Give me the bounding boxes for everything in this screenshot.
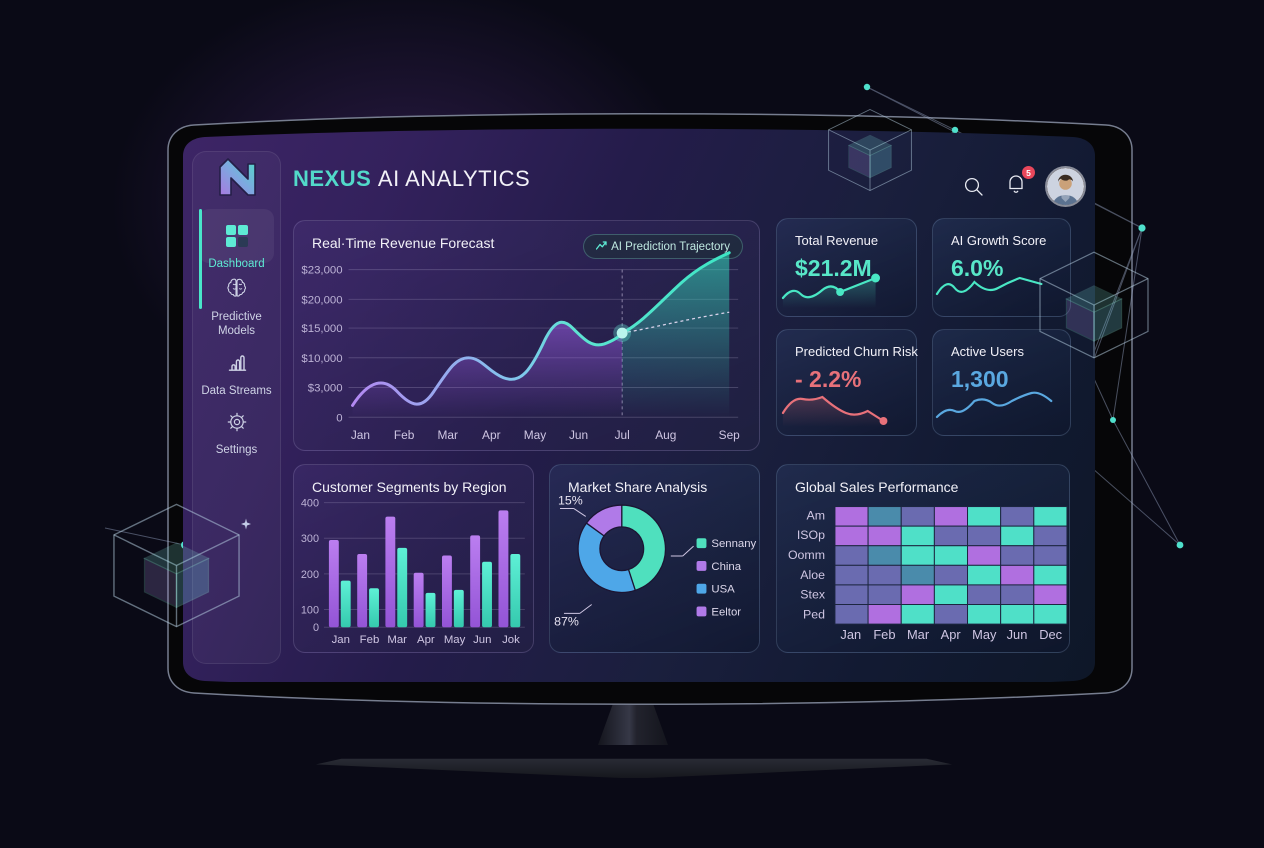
svg-text:200: 200 bbox=[301, 569, 319, 581]
svg-text:Mar: Mar bbox=[437, 428, 457, 442]
svg-text:Feb: Feb bbox=[360, 634, 380, 646]
svg-text:300: 300 bbox=[301, 533, 319, 545]
svg-text:Ped: Ped bbox=[803, 607, 825, 621]
svg-text:Eeltor: Eeltor bbox=[711, 606, 741, 618]
svg-text:Jan: Jan bbox=[351, 428, 370, 442]
svg-text:Aug: Aug bbox=[655, 428, 676, 442]
svg-text:ISOp: ISOp bbox=[797, 528, 825, 542]
svg-text:Stex: Stex bbox=[800, 588, 826, 602]
svg-text:Mar: Mar bbox=[387, 634, 407, 646]
svg-text:Jun: Jun bbox=[569, 428, 588, 442]
svg-text:87%: 87% bbox=[554, 614, 579, 628]
svg-text:Oomm: Oomm bbox=[788, 548, 825, 562]
svg-text:$10,000: $10,000 bbox=[301, 353, 342, 365]
svg-text:May: May bbox=[972, 627, 997, 642]
svg-text:Dec: Dec bbox=[1039, 627, 1062, 642]
svg-text:Sennany: Sennany bbox=[711, 538, 756, 550]
svg-text:400: 400 bbox=[301, 498, 319, 510]
svg-text:$15,000: $15,000 bbox=[301, 323, 342, 335]
svg-text:15%: 15% bbox=[558, 494, 583, 508]
svg-text:Feb: Feb bbox=[394, 428, 415, 442]
svg-text:100: 100 bbox=[301, 604, 319, 616]
svg-text:USA: USA bbox=[711, 584, 735, 596]
svg-text:Mar: Mar bbox=[907, 627, 930, 642]
svg-text:Sep: Sep bbox=[719, 428, 741, 442]
svg-text:$20,000: $20,000 bbox=[301, 294, 342, 306]
svg-text:$23,000: $23,000 bbox=[301, 265, 342, 277]
svg-text:Aloe: Aloe bbox=[800, 568, 825, 582]
svg-text:Jan: Jan bbox=[332, 634, 350, 646]
svg-text:Feb: Feb bbox=[873, 627, 895, 642]
svg-text:Jun: Jun bbox=[473, 634, 491, 646]
svg-text:Apr: Apr bbox=[482, 428, 501, 442]
svg-text:May: May bbox=[524, 428, 546, 442]
svg-text:China: China bbox=[711, 561, 741, 573]
svg-text:Jul: Jul bbox=[615, 428, 630, 442]
svg-text:Jok: Jok bbox=[502, 634, 520, 646]
svg-text:Jun: Jun bbox=[1007, 627, 1028, 642]
svg-text:$3,000: $3,000 bbox=[308, 383, 343, 395]
svg-text:Am: Am bbox=[807, 508, 826, 522]
svg-text:Apr: Apr bbox=[417, 634, 435, 646]
svg-text:Apr: Apr bbox=[941, 627, 962, 642]
svg-text:Jan: Jan bbox=[840, 627, 861, 642]
svg-text:0: 0 bbox=[336, 412, 342, 424]
svg-text:0: 0 bbox=[313, 622, 319, 634]
svg-text:May: May bbox=[444, 634, 466, 646]
